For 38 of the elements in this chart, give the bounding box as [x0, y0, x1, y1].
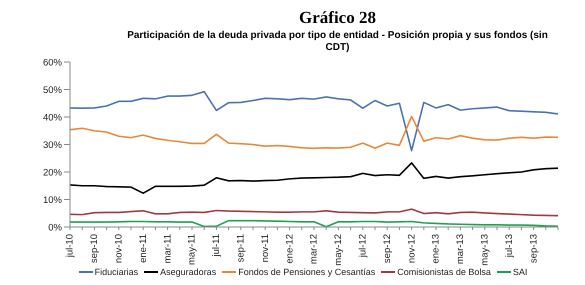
- x-tick-label: jul-11: [211, 234, 222, 258]
- x-tick-label: sep-12: [382, 234, 393, 264]
- legend-label: Fiduciarias: [94, 267, 138, 277]
- x-tick-label: ene-11: [138, 234, 149, 263]
- x-tick-label: jul-12: [358, 234, 369, 258]
- x-tick-label: may-11: [186, 234, 198, 265]
- y-tick-label: 0%: [48, 222, 63, 234]
- x-tick-label: sep-11: [236, 234, 247, 262]
- x-tick-label: jul-13: [504, 234, 515, 258]
- x-tick-label: ene-12: [284, 234, 296, 264]
- x-tick-label: sep-13: [528, 234, 540, 264]
- x-tick-label: nov-12: [406, 234, 418, 264]
- y-tick-label: 20%: [42, 167, 63, 178]
- y-tick-label: 50%: [42, 84, 63, 96]
- y-tick-label: 30%: [42, 140, 63, 151]
- line-series: [70, 162, 558, 194]
- x-tick-label: ene-13: [430, 234, 442, 264]
- line-series: [70, 90, 558, 152]
- x-tick-label: mar-11: [162, 234, 174, 264]
- x-tick-label: mar-12: [308, 234, 320, 264]
- line-series: [70, 116, 558, 150]
- x-tick-label: mar-13: [455, 234, 466, 264]
- x-tick-label: jul-10: [64, 234, 76, 258]
- chart-title: Gráfico 28: [298, 8, 377, 29]
- legend-label: Comisionistas de Bolsa: [396, 267, 491, 277]
- y-tick-label: 10%: [42, 194, 63, 206]
- x-tick-label: nov-10: [114, 234, 125, 264]
- legend-label: Aseguradoras: [159, 267, 216, 277]
- x-tick-label: sep-10: [89, 234, 100, 264]
- chart-subtitle: Participación de la deuda privada por tipo de entidad - Posición propia y sus fondos (sin CDT): [126, 30, 549, 55]
- legend-label: Fondos de Pensiones y Cesantías: [237, 267, 376, 277]
- x-tick-label: may-12: [333, 234, 344, 266]
- y-tick-label: 40%: [42, 112, 63, 124]
- x-tick-label: may-13: [480, 234, 491, 266]
- line-series: [70, 208, 558, 217]
- legend-label: SAI: [512, 267, 528, 277]
- y-tick-label: 60%: [42, 57, 63, 68]
- x-tick-label: nov-11: [260, 234, 271, 262]
